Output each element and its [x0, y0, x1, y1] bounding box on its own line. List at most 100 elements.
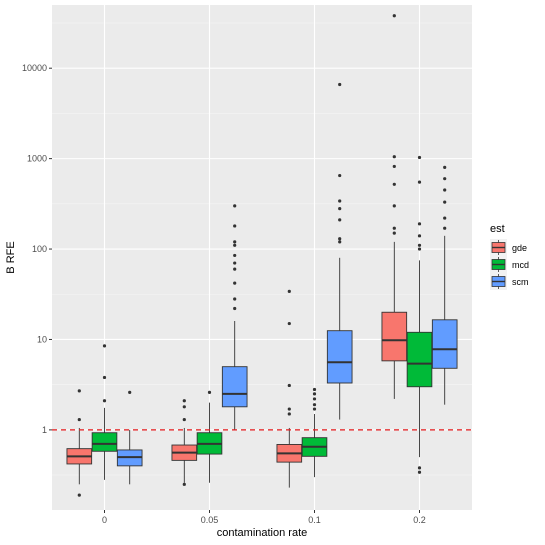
outlier-point [338, 199, 342, 203]
x-tick-label: 0.2 [413, 515, 426, 525]
outlier-point [443, 188, 447, 192]
box-mcd-0.05 [196, 390, 223, 483]
outlier-point [338, 207, 342, 211]
outlier-point [77, 493, 81, 497]
y-tick-label: 100 [32, 244, 47, 254]
outlier-point [443, 177, 447, 181]
box-scm-0 [116, 390, 143, 485]
outlier-point [233, 306, 237, 311]
outlier-point [233, 243, 237, 247]
legend-label: mcd [512, 260, 529, 270]
outlier-point [338, 82, 342, 87]
outlier-point [392, 182, 396, 186]
outlier-point [338, 237, 342, 241]
outlier-point [417, 234, 422, 238]
legend-label: gde [512, 243, 527, 253]
outlier-point [417, 466, 422, 470]
legend-title: est [490, 223, 505, 235]
outlier-point [312, 397, 317, 401]
outlier-point [102, 399, 107, 403]
outlier-point [443, 200, 447, 204]
outlier-point [417, 155, 422, 160]
outlier-point [102, 375, 107, 380]
box-iqr [91, 432, 118, 452]
outlier-point [392, 231, 396, 235]
outlier-point [207, 390, 212, 394]
outlier-point [312, 407, 317, 411]
outlier-point [392, 226, 396, 230]
outlier-point [287, 289, 291, 294]
box-gde-0.1 [276, 289, 303, 488]
outlier-point [77, 417, 81, 422]
outlier-point [287, 412, 291, 416]
outlier-point [443, 216, 447, 220]
outlier-point [312, 392, 317, 396]
box-iqr [221, 366, 248, 408]
legend-item-gde: gde [490, 239, 527, 256]
box-iqr [406, 331, 433, 388]
legend-label: scm [512, 277, 529, 287]
x-axis-ticks: 0 0.05 0.1 0.2 [102, 510, 426, 525]
box-marks [66, 14, 458, 497]
outlier-point [233, 240, 237, 244]
outlier-point [443, 165, 447, 169]
box-gde-0 [66, 389, 93, 497]
outlier-point [182, 399, 186, 403]
outlier-point [417, 247, 422, 251]
outlier-point [417, 180, 422, 184]
outlier-point [233, 204, 237, 208]
outlier-point [233, 297, 237, 301]
x-tick-label: 0.1 [308, 515, 321, 525]
x-axis-title: contamination rate [217, 527, 308, 539]
y-tick-label: 10000 [22, 63, 47, 73]
legend-item-mcd: mcd [490, 256, 529, 273]
outlier-point [128, 390, 132, 394]
outlier-point [182, 482, 186, 486]
outlier-point [233, 224, 237, 228]
legend: est gde mcd scm [490, 223, 529, 290]
outlier-point [287, 321, 291, 326]
outlier-point [338, 218, 342, 222]
box-gde-0.05 [171, 399, 198, 486]
box-scm-0.1 [326, 82, 353, 420]
outlier-point [392, 204, 396, 208]
y-axis-ticks: 1 10 100 1000 10000 [22, 63, 52, 435]
y-tick-label: 10 [37, 334, 47, 344]
minor-gridlines [52, 22, 472, 476]
plot-panel [52, 5, 472, 510]
box-scm-0.05 [221, 204, 248, 430]
outlier-point [287, 407, 291, 411]
outlier-point [338, 173, 342, 178]
box-scm-0.2 [431, 165, 458, 405]
outlier-point [392, 164, 396, 169]
outlier-point [233, 261, 237, 265]
box-mcd-0.2 [406, 155, 433, 474]
outlier-point [417, 243, 422, 247]
y-tick-label: 1000 [27, 154, 47, 164]
outlier-point [233, 253, 237, 258]
box-iqr [326, 330, 353, 384]
y-axis-title: B RFE [5, 241, 17, 273]
outlier-point [417, 222, 422, 226]
outlier-point [312, 387, 317, 392]
box-iqr [381, 311, 408, 362]
x-tick-label: 0 [102, 515, 107, 525]
box-gde-0.2 [381, 14, 408, 399]
outlier-point [233, 267, 237, 271]
outlier-point [233, 281, 237, 285]
box-iqr [431, 319, 458, 369]
box-mcd-0.1 [301, 387, 328, 478]
outlier-point [392, 14, 396, 18]
legend-item-scm: scm [490, 273, 529, 290]
outlier-point [77, 389, 81, 393]
outlier-point [102, 344, 107, 348]
outlier-point [312, 403, 317, 407]
outlier-point [443, 226, 447, 230]
box-mcd-0 [91, 344, 118, 480]
x-tick-label: 0.05 [201, 515, 219, 525]
outlier-point [182, 405, 186, 409]
outlier-point [338, 240, 342, 244]
outlier-point [287, 383, 291, 388]
outlier-point [417, 470, 422, 474]
